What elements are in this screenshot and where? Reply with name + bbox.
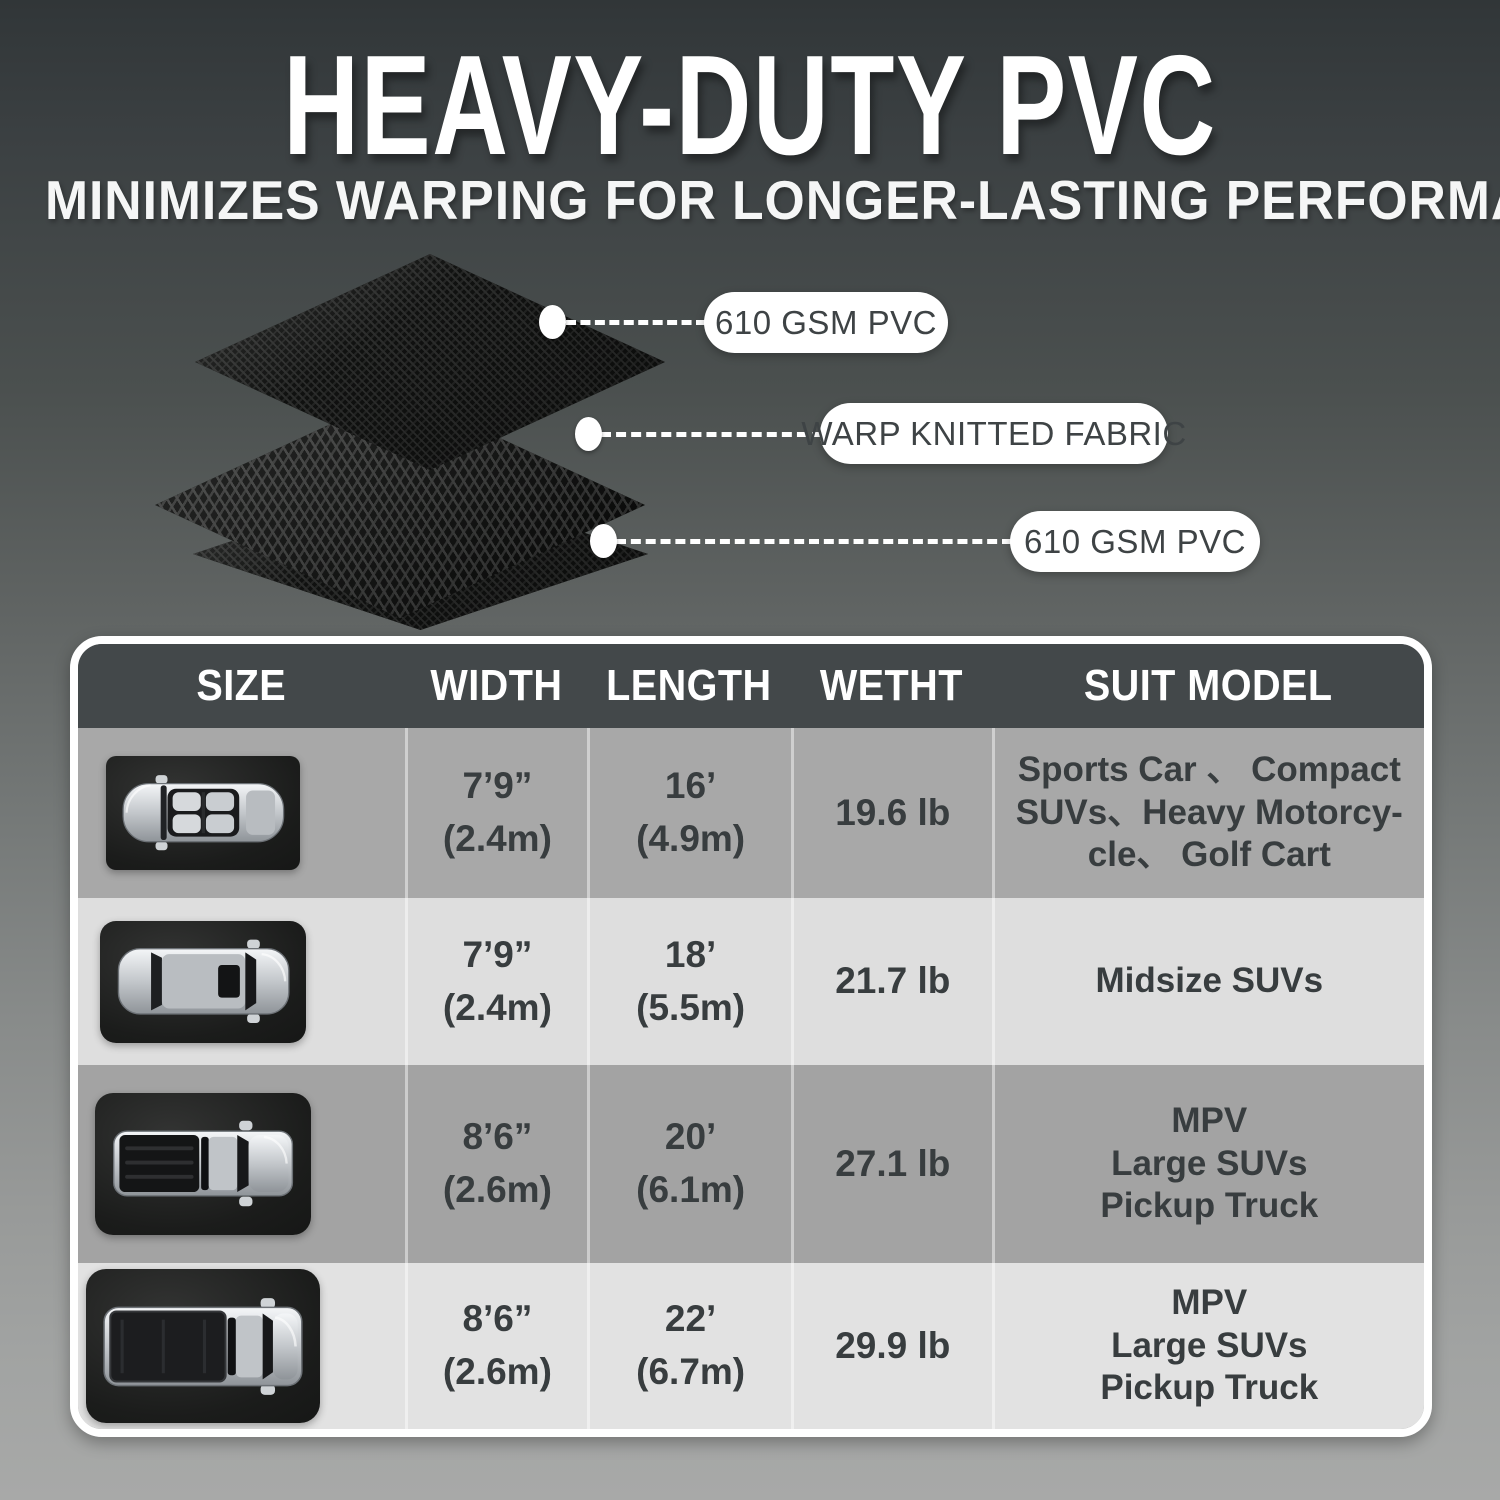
midsize-suv-icon <box>100 920 307 1043</box>
weight-cell: 21.7 lb <box>790 898 992 1065</box>
suit-model-cell: Midsize SUVs <box>991 898 1424 1065</box>
length-cell: 16’ (4.9m) <box>587 728 791 898</box>
column-header-length: LENGTH <box>606 661 772 710</box>
dashed-connector-line <box>616 539 1012 544</box>
width-cell: 8’6” (2.6m) <box>404 1065 588 1263</box>
length-cell: 18’ (5.5m) <box>587 898 791 1065</box>
size-spec-table: SIZE WIDTH LENGTH WETHT SUIT MODEL <box>70 636 1432 1437</box>
dashed-connector-line <box>566 320 706 325</box>
dashed-connector-line <box>601 432 822 437</box>
table-row: 8’6” (2.6m) 20’ (6.1m) 27.1 lb MPV Large… <box>78 1065 1424 1263</box>
material-label-pill: WARP KNITTED FABRIC <box>801 403 1186 464</box>
column-header-width: WIDTH <box>429 661 562 710</box>
connector-dot-icon <box>575 417 602 451</box>
weight-cell: 29.9 lb <box>790 1263 992 1429</box>
length-cell: 22’ (6.7m) <box>587 1263 791 1429</box>
suit-model-cell: MPV Large SUVs Pickup Truck <box>991 1065 1424 1263</box>
width-cell: 7’9” (2.4m) <box>404 898 588 1065</box>
width-cell: 8’6” (2.6m) <box>404 1263 588 1429</box>
column-header-weight: WETHT <box>819 661 963 710</box>
table-row: 8’6” (2.6m) 22’ (6.7m) 29.9 lb MPV Large… <box>78 1263 1424 1429</box>
page-subtitle: MINIMIZES WARPING FOR LONGER-LASTING PER… <box>45 169 1500 231</box>
suit-model-cell: MPV Large SUVs Pickup Truck <box>991 1263 1424 1429</box>
connector-dot-icon <box>539 305 566 339</box>
convertible-sports-car-icon <box>106 756 301 870</box>
weight-cell: 27.1 lb <box>790 1065 992 1263</box>
pickup-truck-icon <box>95 1093 312 1235</box>
table-row: 7’9” (2.4m) 18’ (5.5m) 21.7 lb Midsize S… <box>78 898 1424 1065</box>
covered-pickup-truck-icon <box>86 1269 321 1423</box>
suit-model-cell: Sports Car 、 Compact SUVs、Heavy Motorcy-… <box>991 728 1424 898</box>
material-label-pill: 610 GSM PVC <box>1010 511 1260 572</box>
length-cell: 20’ (6.1m) <box>587 1065 791 1263</box>
column-header-size: SIZE <box>196 661 287 710</box>
weight-cell: 19.6 lb <box>790 728 992 898</box>
width-cell: 7’9” (2.4m) <box>404 728 588 898</box>
connector-dot-icon <box>590 524 617 558</box>
material-label-pill: 610 GSM PVC <box>704 292 948 353</box>
page-title: HEAVY-DUTY PVC <box>283 26 1217 185</box>
table-row: 7’9” (2.4m) 16’ (4.9m) 19.6 lb Sports Ca… <box>78 728 1424 898</box>
table-header-row: SIZE WIDTH LENGTH WETHT SUIT MODEL <box>78 644 1424 728</box>
column-header-suit-model: SUIT MODEL <box>1083 661 1333 710</box>
